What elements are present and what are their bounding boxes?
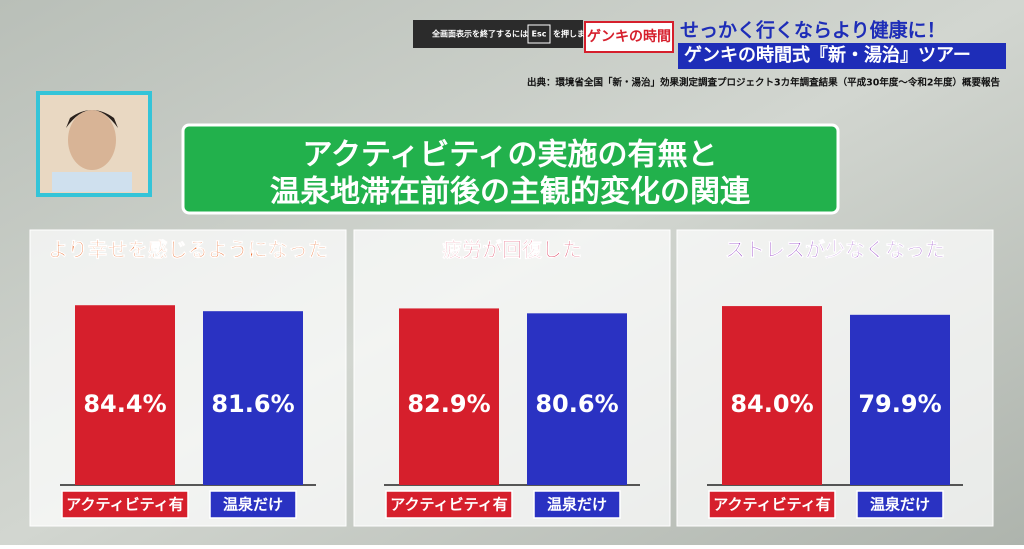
tagline: せっかく行くならより健康に！ [680,19,946,42]
source: 出典：環境省全国「新・湯治」効果測定調査プロジェクト3カ年調査結果（平成30年度… [527,77,1000,89]
bar [527,313,627,485]
value-label: 84.0% [730,390,813,418]
segment-box [678,43,1006,69]
bar [722,306,822,485]
category-label: アクティビティ有 [713,496,830,514]
value-label: 84.4% [83,390,166,418]
value-label: 82.9% [407,390,490,418]
presenter-hair [66,110,118,128]
headline: アクティビティの実施の有無と [303,138,718,173]
category-box [61,490,189,519]
chart-title: より幸せを感じるようになった [48,238,328,262]
presenter-face [68,110,116,170]
bar [75,305,175,485]
logo: ゲンキの時間 [587,28,671,45]
category-box [856,490,944,519]
bar [203,311,303,485]
headline: 温泉地滞在前後の主観的変化の関連 [270,175,751,210]
category-label: アクティビティ有 [390,496,507,514]
bar [850,314,950,485]
chart-title: 疲労が回復した [442,238,582,262]
value-label: 79.9% [858,390,941,418]
charts: より幸せを感じるようになった 84.4% アクティビティ有 81.6% 温泉だけ 疲労が回… [29,229,994,527]
logo-box [584,21,674,53]
fullscreen-overlay [413,20,583,48]
overlay-text: 全画面表示を終了するには [431,29,528,39]
category-box [708,490,836,519]
category-box [385,490,513,519]
category-box [209,490,297,519]
overlay-key: Esc [532,30,547,39]
key-box [527,24,551,44]
bar [399,308,499,485]
segment: ゲンキの時間式『新・湯治』ツアー [684,44,971,66]
chart-title: ストレスが少なくなった [725,238,945,262]
overlay-text: を押します [553,29,593,39]
category-label: アクティビティ有 [66,496,183,514]
value-label: 80.6% [535,390,618,418]
category-box [533,490,621,519]
headline-box [181,123,840,215]
value-label: 81.6% [211,390,294,418]
presenter-shirt [52,172,132,192]
category-label: 温泉だけ [870,496,930,514]
category-label: 温泉だけ [547,496,607,514]
category-label: 温泉だけ [223,496,283,514]
